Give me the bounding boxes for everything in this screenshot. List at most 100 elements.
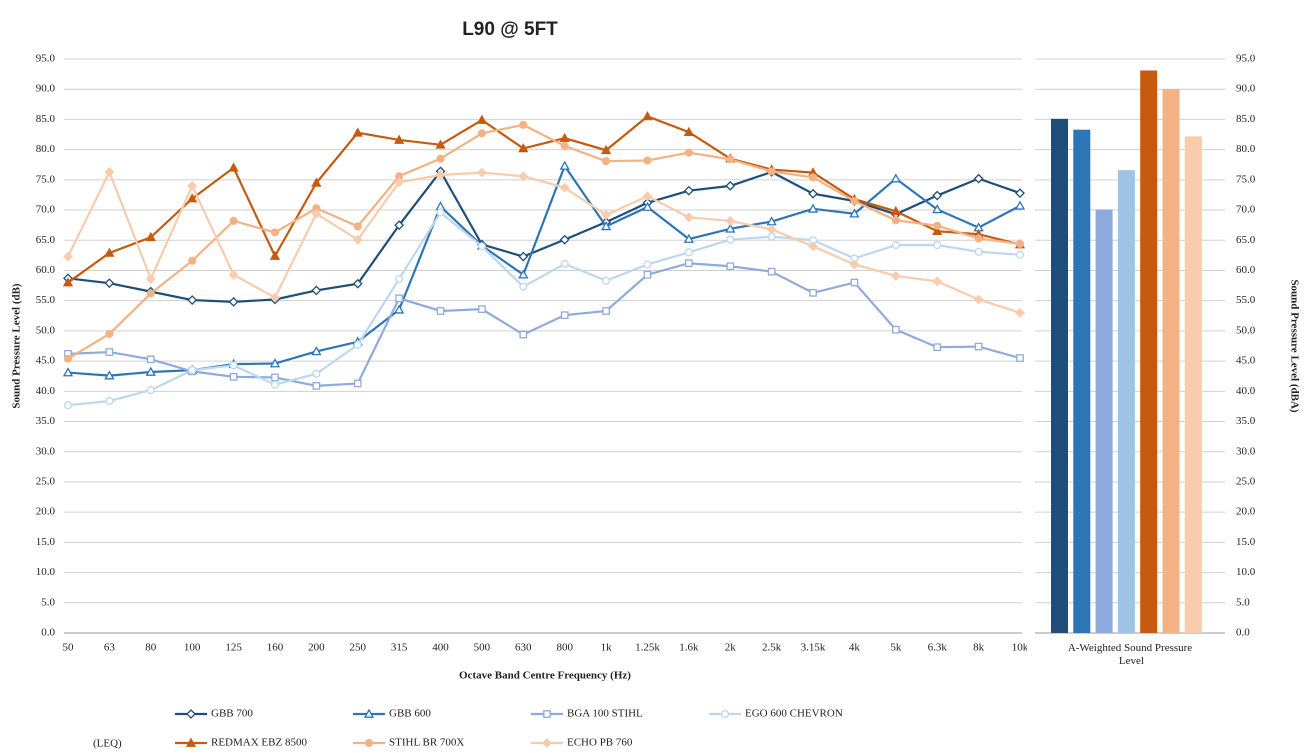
marker xyxy=(187,180,198,191)
marker xyxy=(683,233,694,243)
x-tick-label: 200 xyxy=(308,642,325,654)
y2-tick-label: 75.0 xyxy=(1236,173,1256,185)
marker xyxy=(311,285,322,296)
marker xyxy=(600,144,612,155)
y-tick-label: 60.0 xyxy=(36,264,56,276)
marker xyxy=(187,193,198,203)
marker xyxy=(364,738,374,748)
marker xyxy=(683,126,694,136)
marker xyxy=(683,212,694,223)
x-tick-label: 2k xyxy=(725,642,737,654)
marker xyxy=(229,361,238,370)
y-tick-label: 75.0 xyxy=(36,173,56,185)
x-tick-label: 2.5k xyxy=(762,642,782,654)
y2-tick-label: 70.0 xyxy=(1236,204,1256,216)
marker xyxy=(105,329,114,338)
x-tick-label: 125 xyxy=(225,642,242,654)
legend-label: EGO 600 CHEVRON xyxy=(745,708,843,720)
bar xyxy=(1140,70,1158,634)
bar xyxy=(1073,129,1091,633)
marker xyxy=(519,282,528,291)
marker xyxy=(104,167,115,177)
marker xyxy=(767,267,776,276)
marker xyxy=(890,205,901,216)
marker xyxy=(146,289,155,298)
marker xyxy=(890,270,901,281)
legend-label: REDMAX EBZ 8500 xyxy=(211,737,307,749)
x-tick-label: 100 xyxy=(184,642,201,654)
series-line xyxy=(67,169,1021,314)
marker xyxy=(720,709,730,719)
marker xyxy=(684,148,693,157)
x-tick-label: 1.25k xyxy=(635,642,660,654)
marker xyxy=(932,225,943,236)
marker xyxy=(973,173,984,184)
x-tick-label: 800 xyxy=(556,642,573,654)
y2-tick-label: 35.0 xyxy=(1236,415,1256,427)
marker xyxy=(63,401,73,410)
y2-axis-label: Sound Pressure Level (dBA) xyxy=(1288,279,1300,412)
marker xyxy=(560,259,569,268)
marker xyxy=(352,234,363,245)
marker xyxy=(643,156,652,165)
marker xyxy=(809,288,817,297)
marker xyxy=(62,277,74,287)
y-tick-label: 10.0 xyxy=(36,566,56,578)
marker xyxy=(395,274,404,283)
y-tick-label: 0.0 xyxy=(41,627,55,639)
marker xyxy=(973,294,984,305)
y-tick-label: 40.0 xyxy=(36,385,56,397)
marker xyxy=(476,167,487,178)
marker xyxy=(394,304,405,314)
marker xyxy=(436,307,445,315)
y2-tick-label: 20.0 xyxy=(1236,506,1256,518)
marker xyxy=(600,221,612,231)
marker xyxy=(807,203,819,213)
marker xyxy=(518,251,529,262)
marker xyxy=(312,369,321,378)
marker xyxy=(477,242,486,251)
marker xyxy=(1014,200,1026,210)
marker xyxy=(559,234,570,245)
marker xyxy=(229,372,238,381)
marker xyxy=(518,143,529,153)
series-line xyxy=(67,123,1021,360)
marker xyxy=(1015,307,1025,318)
marker xyxy=(891,216,900,225)
marker xyxy=(849,208,860,218)
marker xyxy=(891,241,900,250)
marker xyxy=(353,222,362,231)
marker xyxy=(684,248,693,257)
marker xyxy=(145,274,156,284)
marker xyxy=(725,216,736,226)
y2-tick-label: 25.0 xyxy=(1236,475,1256,487)
y2-tick-label: 5.0 xyxy=(1236,596,1250,608)
marker xyxy=(436,154,445,163)
x-tick-label: 6.3k xyxy=(928,642,948,654)
marker xyxy=(808,241,818,252)
marker xyxy=(933,221,942,230)
x-tick-label: 5k xyxy=(890,642,902,654)
marker xyxy=(1015,250,1025,259)
marker xyxy=(683,185,694,196)
bar xyxy=(1162,89,1180,634)
marker xyxy=(601,209,612,220)
marker xyxy=(145,366,156,376)
bar xyxy=(1184,136,1202,634)
marker xyxy=(311,177,322,187)
marker xyxy=(228,162,239,172)
x-tick-label: 3.15k xyxy=(801,642,826,654)
marker xyxy=(766,224,777,235)
marker xyxy=(560,311,569,320)
marker xyxy=(560,141,569,151)
marker xyxy=(642,201,653,211)
x-tick-label: 250 xyxy=(349,642,366,654)
marker xyxy=(518,171,529,182)
marker xyxy=(188,256,197,265)
marker xyxy=(476,114,488,124)
marker xyxy=(559,132,570,143)
x-tick-label: 50 xyxy=(63,642,75,654)
x-tick-label: 160 xyxy=(267,642,284,654)
marker xyxy=(104,278,115,289)
